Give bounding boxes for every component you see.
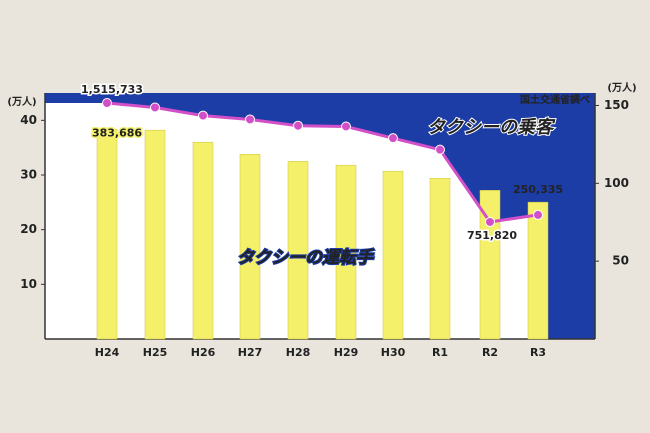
y2-tick-label: 150 xyxy=(604,98,629,112)
bar xyxy=(527,201,549,340)
line-value-label: 751,820 xyxy=(467,229,517,242)
bar xyxy=(429,178,451,340)
line-point xyxy=(198,110,208,121)
line-point xyxy=(435,144,445,155)
x-tick-label: H29 xyxy=(334,346,359,359)
y2-tick-label: 50 xyxy=(612,254,629,268)
bar-value-label: 383,686 xyxy=(92,126,142,139)
line xyxy=(106,101,539,224)
series-label: タクシーの運転手 xyxy=(237,248,375,268)
x-tick-label: R1 xyxy=(432,346,448,359)
y-unit: (万人) xyxy=(7,95,36,108)
bar xyxy=(382,170,404,340)
source-note: 国土交通省調べ xyxy=(520,93,590,106)
y-tick-label: 10 xyxy=(20,277,37,291)
x-tick-label: H26 xyxy=(191,346,216,359)
y-tick-label: 30 xyxy=(20,168,37,182)
y-tick-label: 40 xyxy=(20,113,37,127)
x-tick-label: H24 xyxy=(95,346,120,359)
bar xyxy=(479,190,501,340)
line-point xyxy=(341,121,351,132)
y2-tick-label: 100 xyxy=(604,176,629,190)
x-tick-label: H27 xyxy=(238,346,263,359)
x-tick-label: H30 xyxy=(381,346,406,359)
bar xyxy=(335,164,357,340)
line-point xyxy=(485,216,495,227)
y-tick-label: 20 xyxy=(20,222,37,236)
bar-value-label: 250,335 xyxy=(513,183,563,196)
x-tick-label: R3 xyxy=(530,346,546,359)
line-point xyxy=(150,102,160,113)
line-point xyxy=(102,98,112,109)
line-point xyxy=(293,120,303,131)
y2-unit: (万人) xyxy=(607,81,636,94)
bar xyxy=(96,129,118,340)
series-label: タクシーの乗客 xyxy=(427,117,556,138)
x-tick-label: R2 xyxy=(482,346,498,359)
line-point xyxy=(533,209,543,220)
bar xyxy=(239,153,261,340)
bar xyxy=(144,129,166,340)
x-tick-label: H25 xyxy=(143,346,168,359)
line-point xyxy=(245,114,255,125)
line-point xyxy=(388,133,398,144)
line-value-label: 1,515,733 xyxy=(81,83,143,96)
x-tick-label: H28 xyxy=(286,346,311,359)
bar xyxy=(192,141,214,340)
bar xyxy=(287,161,309,340)
